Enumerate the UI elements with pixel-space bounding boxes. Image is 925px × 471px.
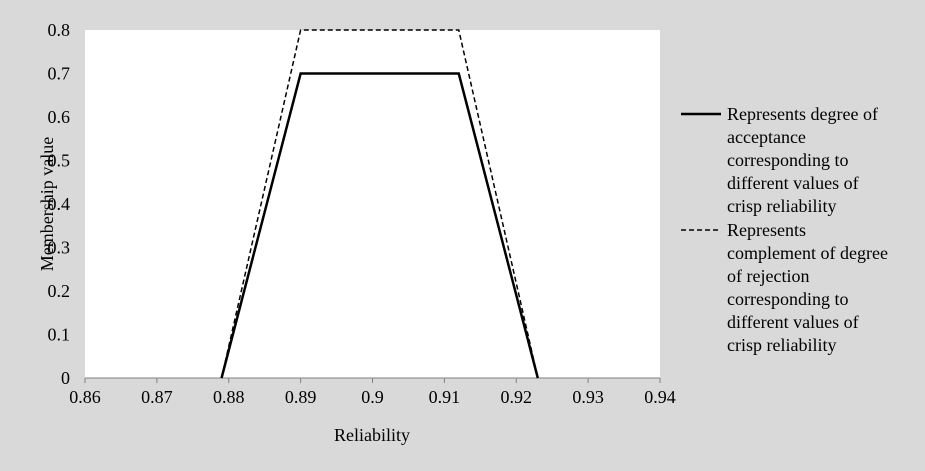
legend-label-line: Represents (727, 220, 806, 240)
y-tick-label: 0.4 (48, 194, 71, 214)
legend: Represents degree of acceptance correspond… (681, 104, 888, 355)
y-tick-label: 0.6 (48, 107, 71, 127)
y-tick-label: 0.2 (48, 281, 71, 301)
y-tick-label: 0.8 (48, 20, 71, 40)
y-axis-label: Membership value (37, 137, 57, 271)
legend-label-line: crisp reliability (727, 335, 836, 355)
series-line-acceptance (220, 72, 540, 379)
x-tick-label: 0.94 (644, 387, 676, 407)
y-tick-label: 0.7 (48, 64, 71, 84)
x-tick-label: 0.88 (213, 387, 245, 407)
y-tick-label: 0.5 (48, 151, 71, 171)
legend-label-line: acceptance (727, 127, 806, 147)
legend-label-line: different values of (727, 173, 859, 193)
x-tick-label: 0.9 (361, 387, 384, 407)
series-layer (220, 29, 540, 379)
y-tick-label: 0.1 (48, 325, 71, 345)
x-tick-label: 0.87 (141, 387, 173, 407)
legend-label-line: different values of (727, 312, 859, 332)
x-tick-label: 0.93 (572, 387, 604, 407)
y-tick-label: 0 (61, 368, 70, 388)
x-tick-label: 0.92 (501, 387, 533, 407)
y-tick-label: 0.3 (48, 238, 71, 258)
legend-entry: Represents complement of degree of rejecti… (681, 220, 888, 355)
legend-label-line: Represents degree of (727, 104, 878, 124)
legend-label-line: of rejection (727, 266, 809, 286)
legend-label-line: crisp reliability (727, 196, 836, 216)
legend-label-line: complement of degree (727, 243, 888, 263)
x-tick-label: 0.91 (429, 387, 461, 407)
legend-entry: Represents degree of acceptance correspond… (681, 104, 878, 216)
legend-label-line: corresponding to (727, 289, 848, 309)
x-tick-label: 0.86 (69, 387, 101, 407)
plot-area (85, 30, 660, 378)
ticks-layer: 0.86 0.87 0.88 0.89 0.9 0.91 0.92 0.93 0.94 0 0.1 0… (48, 20, 676, 407)
x-tick-label: 0.89 (285, 387, 317, 407)
series-line-rejection-complement (220, 29, 539, 379)
x-axis-label: Reliability (334, 425, 410, 445)
legend-label-line: corresponding to (727, 150, 848, 170)
